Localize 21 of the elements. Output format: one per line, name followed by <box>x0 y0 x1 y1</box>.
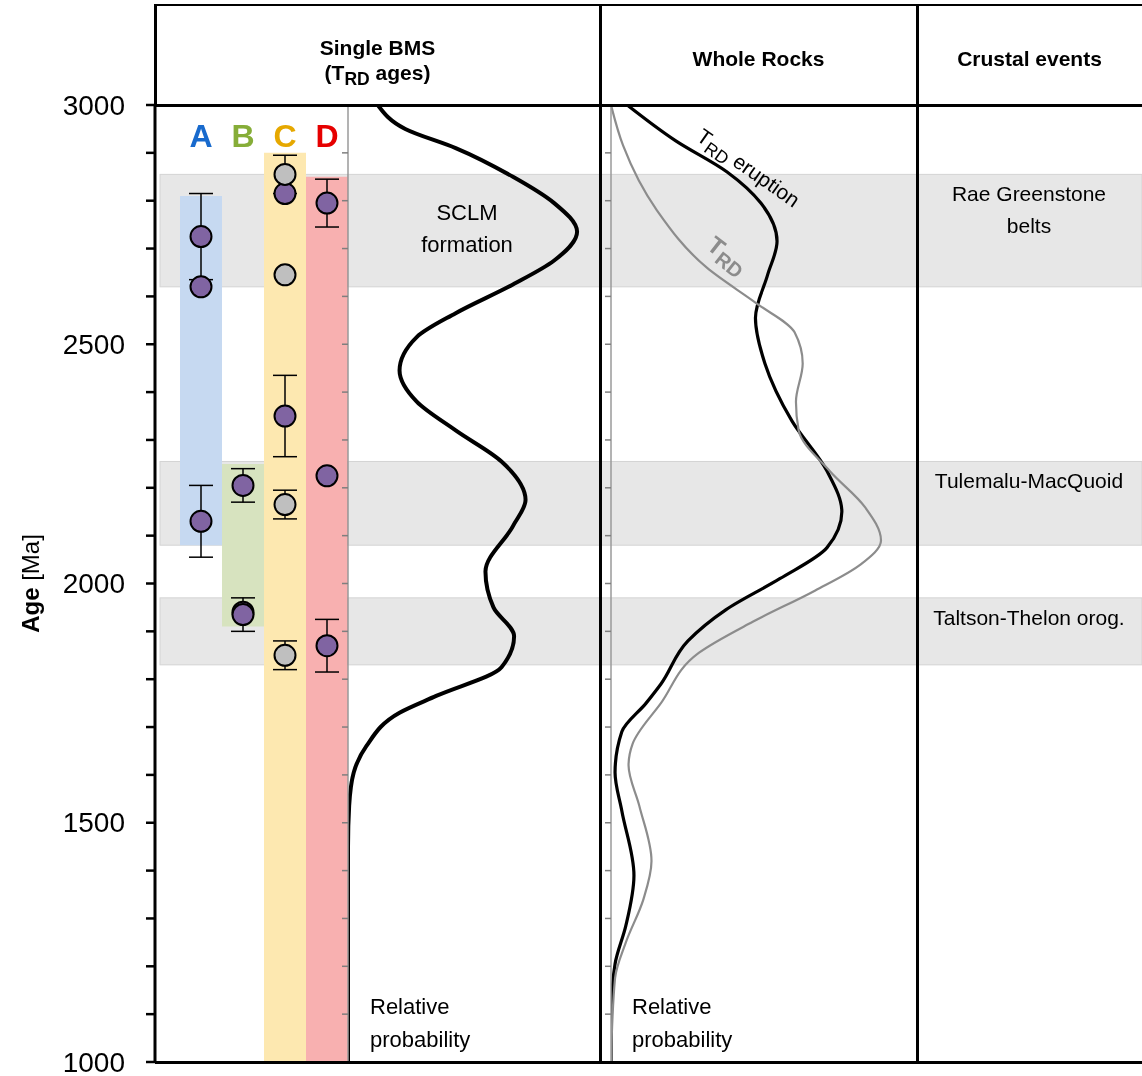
annotation: SCLM formation <box>420 199 514 259</box>
y-tick-label: 2500 <box>62 328 125 360</box>
x-tick-label: D <box>315 118 339 154</box>
band-label: Tulemalu-MacQuoid <box>933 468 1125 495</box>
y-tick-label: 2000 <box>62 568 125 599</box>
y-tick-label: 1000 <box>62 1046 125 1076</box>
x-axis-title: Relative probability <box>632 993 734 1054</box>
chart-title: Whole Rocks <box>692 45 825 71</box>
x-axis-title: Relative probability <box>370 993 472 1054</box>
band-label: Taltson-Thelon orog. <box>932 604 1126 631</box>
y-tick-label: 3000 <box>62 89 125 121</box>
chart-title: Single BMS (T$_{RD}$ ages) <box>318 35 437 92</box>
x-tick-label: A <box>189 118 213 154</box>
x-tick-label: B <box>231 118 255 154</box>
text: Crustal events <box>957 45 1102 71</box>
bar <box>306 176 348 1062</box>
y-tick-label: 1500 <box>62 807 125 839</box>
y-axis-title: Age [Ma] <box>16 534 44 633</box>
x-tick-label: C <box>273 118 297 154</box>
bar <box>264 152 306 1062</box>
band-label: Rae Greenstone belts <box>950 181 1108 240</box>
